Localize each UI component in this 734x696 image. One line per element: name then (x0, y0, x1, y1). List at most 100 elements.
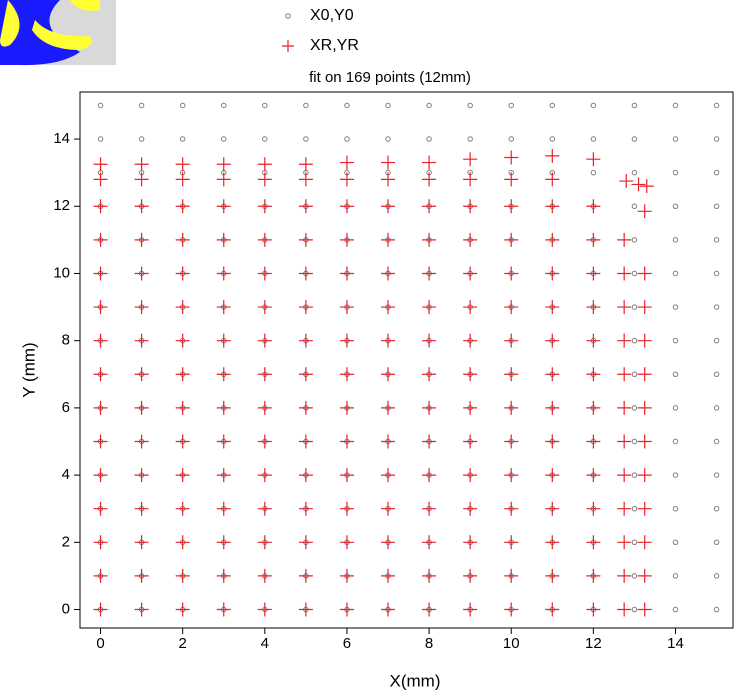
plus-marker (586, 434, 601, 449)
plus-marker (257, 300, 272, 315)
plus-marker (216, 367, 231, 382)
plus-marker (257, 602, 272, 617)
plus-marker (257, 568, 272, 583)
circle-marker (713, 237, 720, 243)
plus-marker (617, 501, 632, 516)
legend-label: X0,Y0 (310, 7, 354, 24)
plus-marker (339, 434, 354, 449)
plus-marker (463, 367, 478, 382)
circle-marker (631, 573, 638, 579)
plus-marker (257, 400, 272, 415)
plus-marker (463, 602, 478, 617)
circle-marker (508, 136, 514, 142)
plus-marker (422, 232, 437, 247)
plus-marker (545, 300, 560, 315)
circle-marker (97, 102, 104, 109)
plus-marker (339, 568, 354, 583)
plus-marker (93, 266, 108, 281)
circle-marker (262, 136, 268, 142)
plus-marker (617, 400, 632, 415)
circle-marker (672, 270, 679, 277)
plus-marker (134, 232, 149, 247)
plus-marker (381, 535, 396, 550)
plus-marker (637, 434, 652, 449)
plus-marker (93, 602, 108, 617)
circle-marker (631, 505, 638, 512)
plus-marker (298, 602, 313, 617)
plus-marker (339, 400, 354, 415)
circle-marker (303, 102, 309, 109)
plus-marker (134, 367, 149, 382)
plus-marker (381, 266, 396, 281)
plus-marker (216, 400, 231, 415)
plus-marker (339, 266, 354, 281)
plus-marker (381, 232, 396, 247)
plus-marker (216, 199, 231, 214)
plus-marker (298, 172, 313, 187)
plus-marker (586, 400, 601, 415)
plus-marker (381, 199, 396, 214)
plus-marker (545, 568, 560, 583)
plus-marker (339, 501, 354, 516)
plus-marker (257, 367, 272, 382)
plus-marker (463, 300, 478, 315)
plus-marker (134, 434, 149, 449)
circle-marker (590, 136, 597, 142)
circle-marker (713, 405, 720, 411)
circle-marker (713, 169, 720, 176)
plus-marker (257, 535, 272, 550)
plus-marker (298, 568, 313, 583)
plus-marker (545, 501, 560, 516)
circle-marker (713, 102, 720, 109)
plus-marker (298, 535, 313, 550)
circle-marker (631, 405, 638, 411)
plot-frame (79, 91, 734, 629)
circle-marker (467, 102, 473, 109)
plus-marker (134, 300, 149, 315)
x-axis-label: X(mm) (390, 671, 441, 690)
legend-label: XR,YR (310, 37, 359, 54)
circle-marker (672, 102, 679, 109)
circle-marker (220, 136, 227, 142)
plus-marker (586, 535, 601, 550)
plus-marker (586, 300, 601, 315)
plus-marker (298, 400, 313, 415)
plus-marker (422, 568, 437, 583)
plus-marker (586, 568, 601, 583)
plus-marker (586, 266, 601, 281)
plus-marker (93, 172, 108, 187)
plus-marker (545, 172, 560, 187)
plus-marker (545, 367, 560, 382)
plus-marker (298, 333, 313, 348)
plus-marker (134, 535, 149, 550)
plus-marker (298, 300, 313, 315)
plus-marker (422, 300, 437, 315)
plus-marker (93, 501, 108, 516)
plus-marker (93, 333, 108, 348)
plus-marker (617, 367, 632, 382)
plus-marker (298, 199, 313, 214)
circle-marker (713, 573, 720, 579)
plus-marker (216, 535, 231, 550)
plus-marker (504, 535, 519, 550)
plus-marker (339, 172, 354, 187)
circle-marker (672, 371, 679, 378)
plus-marker (175, 468, 190, 483)
plus-marker (422, 602, 437, 617)
plus-marker (257, 333, 272, 348)
plus-marker (504, 468, 519, 483)
plus-marker (134, 468, 149, 483)
plus-marker (134, 172, 149, 187)
circle-marker (631, 304, 638, 310)
circle-marker (97, 136, 104, 142)
plus-marker (175, 434, 190, 449)
plus-marker (175, 535, 190, 550)
circle-marker (631, 472, 638, 478)
plus-marker (586, 232, 601, 247)
plus-marker (298, 232, 313, 247)
plus-marker (637, 501, 652, 516)
chart-title: fit on 169 points (12mm) (309, 69, 471, 86)
plus-marker (545, 400, 560, 415)
circle-marker (138, 136, 145, 142)
plus-marker (422, 400, 437, 415)
